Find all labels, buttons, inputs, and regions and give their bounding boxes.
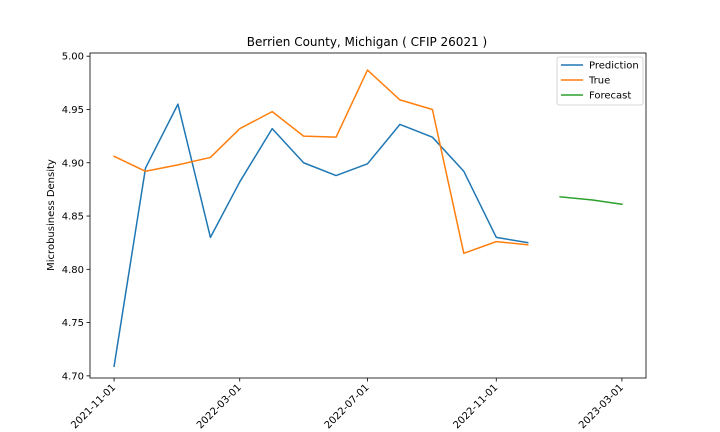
series-layer	[113, 69, 623, 368]
y-tick-label: 4.85	[62, 212, 84, 223]
legend-label: True	[588, 76, 610, 87]
series-line-forecast	[559, 196, 623, 206]
legend-label: Prediction	[589, 61, 639, 72]
x-tick-label: 2023-03-01	[577, 382, 626, 431]
y-tick-label: 4.70	[62, 371, 84, 382]
x-axis: 2021-11-01 2022-03-01 2022-07-01 2022-11-01…	[69, 378, 626, 431]
y-tick-label: 4.90	[62, 158, 84, 169]
legend: Prediction True Forecast	[556, 56, 644, 106]
y-tick-label: 4.95	[62, 105, 84, 116]
y-axis-label: Microbusiness Density	[46, 159, 57, 271]
x-tick-label: 2022-11-01	[452, 382, 501, 431]
y-tick-label: 4.75	[62, 318, 84, 329]
x-tick-label: 2022-07-01	[323, 382, 372, 431]
legend-box	[556, 56, 644, 106]
plot-frame	[89, 52, 647, 379]
x-tick-label: 2022-03-01	[195, 382, 244, 431]
y-tick-label: 5.00	[62, 52, 84, 63]
y-axis: 4.70 4.75 4.80 4.85 4.90 4.95 5.00	[62, 52, 90, 382]
y-tick-label: 4.80	[62, 265, 84, 276]
series-line-true	[113, 69, 529, 255]
legend-label: Forecast	[589, 91, 631, 102]
series-line-prediction	[113, 103, 529, 368]
x-tick-label: 2021-11-01	[69, 382, 118, 431]
chart-title: Berrien County, Michigan ( CFIP 26021 )	[247, 35, 487, 49]
